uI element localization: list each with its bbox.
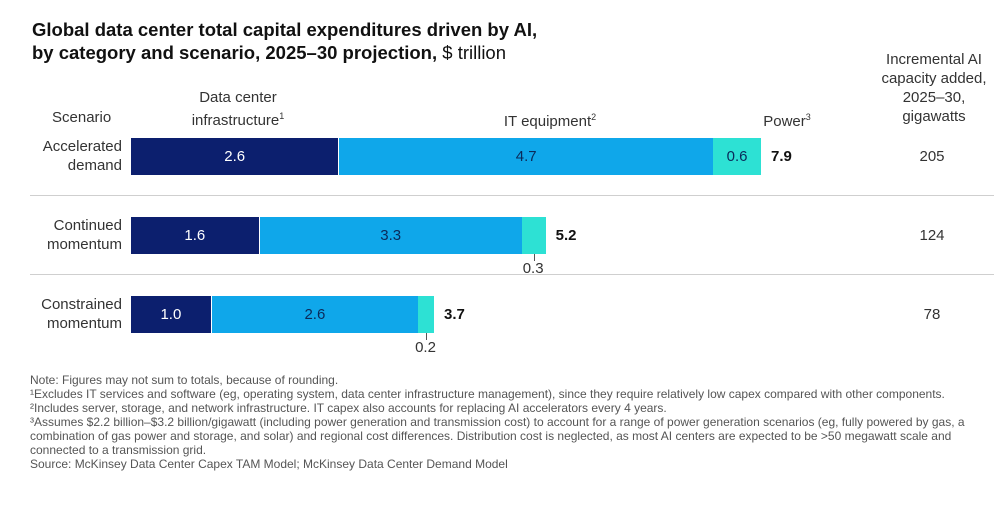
bar-segment-data-center-infrastructure: 1.0 xyxy=(131,296,211,333)
scenario-label-line: Accelerated xyxy=(42,138,122,155)
header-inc-line-4: gigawatts xyxy=(902,108,966,125)
header-power-text: Power xyxy=(763,113,806,130)
scenario-label: Constrained momentum xyxy=(18,295,122,333)
row-divider xyxy=(30,195,994,196)
header-incremental-capacity: Incremental AI capacity added, 2025–30, … xyxy=(862,50,1006,126)
note-source: Source: McKinsey Data Center Capex TAM M… xyxy=(30,457,508,471)
header-dci-line-2: infrastructure1 xyxy=(168,107,308,130)
header-scenario: Scenario xyxy=(52,109,112,126)
bar-value-label-outside: 0.2 xyxy=(415,339,436,356)
note-2: ²Includes server, storage, and network i… xyxy=(30,401,667,415)
bar-segment-data-center-infrastructure: 2.6 xyxy=(131,138,339,175)
scenario-label-line: Constrained xyxy=(41,296,122,313)
scenario-label: Continued momentum xyxy=(18,216,122,254)
header-power: Power3 xyxy=(752,108,822,131)
title-line-2: by category and scenario, 2025–30 projec… xyxy=(32,41,537,64)
bar-segment-power: 0.6 xyxy=(713,138,761,175)
note-rounding: Note: Figures may not sum to totals, bec… xyxy=(30,373,339,387)
scenario-label-line: Continued xyxy=(53,217,122,234)
gigawatt-value: 124 xyxy=(919,227,945,244)
bar-total-label: 3.7 xyxy=(444,306,465,323)
bar-segment-it-equipment: 4.7 xyxy=(338,138,714,175)
header-dci-line-1: Data center xyxy=(199,89,277,106)
bar-segment-power xyxy=(418,296,435,333)
label-leader-line xyxy=(533,254,535,261)
bar-value-label-outside: 0.3 xyxy=(522,260,544,277)
scenario-label-line: momentum xyxy=(46,315,122,332)
bar-segment-it-equipment: 2.6 xyxy=(210,296,419,333)
row-divider xyxy=(30,274,994,275)
header-dci-line-2-text: infrastructure xyxy=(191,112,280,129)
label-leader-line xyxy=(426,333,428,340)
bar-total-label: 5.2 xyxy=(555,227,577,244)
header-inc-line-3: 2025–30, xyxy=(902,89,966,106)
gigawatt-value: 205 xyxy=(919,148,945,165)
header-inc-line-2: capacity added, xyxy=(881,70,987,87)
bar-segment-power xyxy=(521,217,546,254)
header-it-text: IT equipment xyxy=(503,113,592,130)
footnotes: Note: Figures may not sum to totals, bec… xyxy=(30,373,980,471)
bar-segment-data-center-infrastructure: 1.6 xyxy=(131,217,259,254)
scenario-label-line: momentum xyxy=(46,236,122,253)
note-1: ¹Excludes IT services and software (eg, … xyxy=(30,387,945,401)
title-line-2-text: by category and scenario, 2025–30 projec… xyxy=(32,42,438,63)
scenario-label: Accelerated demand xyxy=(18,137,122,175)
header-it-equipment: IT equipment2 xyxy=(470,108,630,131)
note-3: ³Assumes $2.2 billion–$3.2 billion/gigaw… xyxy=(30,415,965,457)
scenario-label-line: demand xyxy=(67,157,122,174)
header-it-footnote: 2 xyxy=(591,112,597,122)
chart-title: Global data center total capital expendi… xyxy=(32,18,537,64)
header-inc-line-1: Incremental AI xyxy=(886,51,982,68)
header-data-center-infrastructure: Data center infrastructure1 xyxy=(168,88,308,130)
title-line-1: Global data center total capital expendi… xyxy=(32,19,538,40)
gigawatt-value: 78 xyxy=(923,306,941,323)
header-power-footnote: 3 xyxy=(805,112,811,122)
bar-segment-it-equipment: 3.3 xyxy=(258,217,522,254)
bar-total-label: 7.9 xyxy=(771,148,792,165)
header-dci-footnote: 1 xyxy=(279,111,285,121)
title-unit: $ trillion xyxy=(442,42,507,63)
